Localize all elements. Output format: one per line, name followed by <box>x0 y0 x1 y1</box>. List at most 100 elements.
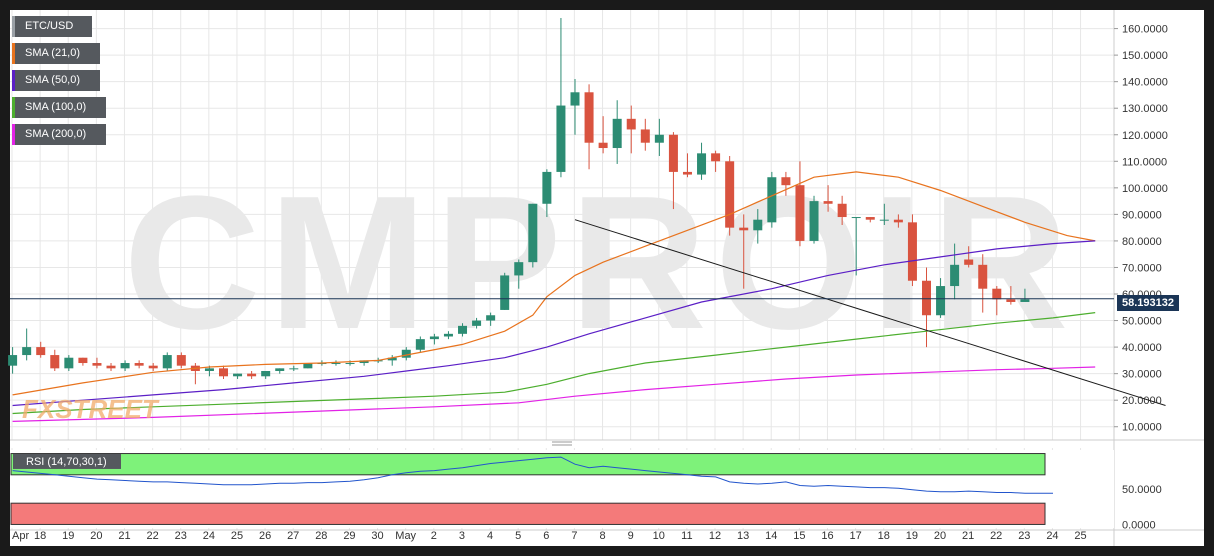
brand-logo: FXSTREET <box>22 394 160 424</box>
x-tick-label: 12 <box>709 530 721 542</box>
candle-up <box>556 105 566 172</box>
candle-up <box>458 325 468 334</box>
candle-down <box>1006 299 1016 302</box>
y-tick-label: 160.0000 <box>1122 24 1168 36</box>
x-tick-label: 21 <box>118 530 130 542</box>
x-tick-label: 10 <box>653 530 665 542</box>
candle-up <box>359 360 369 364</box>
price-axis: 10.000020.000030.000040.000050.000060.00… <box>1114 24 1168 434</box>
candle-down <box>823 201 833 204</box>
x-tick-label: 7 <box>571 530 577 542</box>
sma-line <box>12 312 1096 415</box>
candle-up <box>472 320 482 326</box>
x-tick-label: 22 <box>146 530 158 542</box>
candle-down <box>219 368 228 377</box>
candle-down <box>907 222 917 281</box>
candle-down <box>78 357 88 364</box>
y-tick-label: 50.0000 <box>1122 316 1162 328</box>
y-tick-label: 150.0000 <box>1122 50 1168 62</box>
candle-up <box>443 333 453 337</box>
y-tick-label: 130.0000 <box>1122 103 1168 115</box>
x-tick-label: 25 <box>1074 530 1086 542</box>
candle-up <box>697 153 707 175</box>
candle-down <box>725 161 735 228</box>
x-tick-label: 14 <box>765 530 777 542</box>
candle-down <box>36 347 46 356</box>
y-tick-label: 70.0000 <box>1122 262 1162 274</box>
y-tick-label: 20.0000 <box>1122 395 1162 407</box>
candle-up <box>345 363 355 365</box>
x-tick-label: 29 <box>343 530 355 542</box>
candle-up <box>22 347 32 356</box>
candle-down <box>134 363 144 366</box>
x-tick-label: 3 <box>459 530 465 542</box>
candle-up <box>429 336 439 340</box>
candle-up <box>64 357 74 369</box>
x-tick-label: 6 <box>543 530 549 542</box>
legend-item-sma200[interactable]: SMA (200,0) <box>12 124 106 145</box>
x-tick-label: Apr <box>12 530 29 542</box>
x-tick-label: 22 <box>990 530 1002 542</box>
candle-down <box>739 227 749 231</box>
x-tick-label: 19 <box>62 530 74 542</box>
x-tick-label: 23 <box>175 530 187 542</box>
rsi-legend-label: RSI (14,70,30,1) <box>26 456 107 468</box>
candle-up <box>809 201 819 241</box>
candle-up <box>486 315 496 321</box>
candle-up <box>331 363 341 365</box>
candle-up <box>289 368 299 370</box>
y-tick-label: 40.0000 <box>1122 342 1162 354</box>
legend-item-sma100[interactable]: SMA (100,0) <box>12 97 106 118</box>
candle-up <box>612 118 622 149</box>
rsi-legend-box[interactable] <box>13 453 121 469</box>
candle-up <box>542 171 552 204</box>
x-tick-label: May <box>395 530 416 542</box>
x-tick-label: 15 <box>793 530 805 542</box>
moving-averages <box>12 171 1096 422</box>
candle-up <box>401 349 411 358</box>
legend-item-sma21[interactable]: SMA (21,0) <box>12 43 100 64</box>
candle-up <box>851 217 861 219</box>
candle-up <box>261 370 271 377</box>
x-tick-label: 8 <box>599 530 605 542</box>
y-tick-label: 10.0000 <box>1122 422 1162 434</box>
candle-down <box>964 259 974 265</box>
y-tick-label: 80.0000 <box>1122 236 1162 248</box>
candle-up <box>528 203 538 263</box>
candle-up <box>120 363 130 369</box>
candle-up <box>1020 299 1030 302</box>
candle-up <box>303 363 313 369</box>
x-tick-label: 28 <box>315 530 327 542</box>
candle-up <box>753 219 763 231</box>
legend-item-etcusd[interactable]: ETC/USD <box>12 16 92 37</box>
x-tick-label: 2 <box>431 530 437 542</box>
legend-item-sma50[interactable]: SMA (50,0) <box>12 70 100 91</box>
candle-down <box>626 118 636 130</box>
candle-down <box>106 365 116 369</box>
rsi-line <box>12 456 1053 494</box>
candle-up <box>654 134 664 143</box>
y-tick-label: 120.0000 <box>1122 130 1168 142</box>
y-tick-label: 110.0000 <box>1122 156 1167 168</box>
x-tick-label: 18 <box>878 530 890 542</box>
candle-up <box>233 373 243 377</box>
x-tick-label: 16 <box>821 530 833 542</box>
rsi-tick-label: 0.0000 <box>1122 519 1156 531</box>
y-tick-label: 30.0000 <box>1122 369 1162 381</box>
candle-down <box>865 217 875 220</box>
rsi-oversold-zone <box>10 502 1046 525</box>
y-tick-label: 140.0000 <box>1122 77 1168 89</box>
candle-up <box>8 355 18 366</box>
candle-down <box>668 134 678 172</box>
sma-line <box>12 171 1096 396</box>
x-tick-label: 26 <box>259 530 271 542</box>
x-tick-label: 11 <box>681 530 692 542</box>
candle-down <box>795 185 805 241</box>
trendline <box>574 219 1166 406</box>
candle-up <box>162 355 172 369</box>
candle-down <box>584 92 594 143</box>
x-tick-label: 20 <box>90 530 102 542</box>
candle-up <box>936 286 946 316</box>
candle-up <box>500 275 510 310</box>
